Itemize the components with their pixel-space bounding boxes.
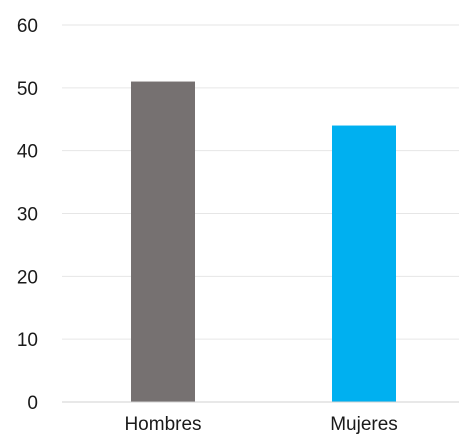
bar-hombres	[131, 81, 195, 403]
y-tick-label: 0	[27, 393, 38, 414]
y-tick-label: 60	[17, 16, 38, 37]
y-tick-label: 50	[17, 79, 38, 100]
y-tick-label: 40	[17, 142, 38, 163]
x-axis-category-labels: Hombres Mujeres	[124, 414, 397, 435]
x-category-label: Mujeres	[330, 414, 398, 435]
gridlines	[62, 24, 459, 340]
y-tick-label: 10	[17, 330, 38, 351]
bar-mujeres	[332, 125, 396, 403]
x-category-label: Hombres	[124, 414, 201, 435]
y-tick-label: 20	[17, 267, 38, 288]
bars	[131, 81, 396, 403]
y-tick-label: 30	[17, 205, 38, 226]
y-axis-tick-labels: 0 10 20 30 40 50 60	[17, 16, 38, 414]
